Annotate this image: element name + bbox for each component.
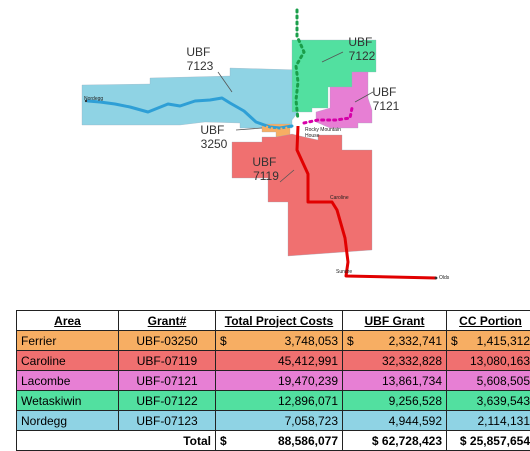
header-total-project-costs: Total Project Costs bbox=[216, 311, 343, 331]
town-caroline: Caroline bbox=[330, 195, 349, 201]
cell-cc-portion: 5,608,505 bbox=[447, 371, 530, 391]
cell-grant-number: UBF-07121 bbox=[119, 371, 216, 391]
label-ubf-7122: UBF 7122 bbox=[348, 35, 375, 63]
table-header-row: Area Grant# Total Project Costs UBF Gran… bbox=[17, 311, 530, 331]
cell-cc-portion: 2,114,131 bbox=[447, 411, 530, 431]
header-grant-number: Grant# bbox=[119, 311, 216, 331]
cell-ubf-grant: 4,944,592 bbox=[343, 411, 447, 431]
header-area: Area bbox=[17, 311, 119, 331]
cell-area: Lacombe bbox=[17, 371, 119, 391]
town-sundre: Sundre bbox=[336, 269, 352, 275]
cell-area: Wetaskiwin bbox=[17, 391, 119, 411]
header-cc-portion: CC Portion bbox=[447, 311, 530, 331]
grant-table: Area Grant# Total Project Costs UBF Gran… bbox=[16, 310, 530, 451]
cell-area: Ferrier bbox=[17, 331, 119, 351]
cell-grant-number: UBF-03250 bbox=[119, 331, 216, 351]
cell-total-project-costs: 45,412,991 bbox=[216, 351, 343, 371]
label-ubf-7121: UBF 7121 bbox=[372, 85, 399, 113]
label-ubf-7123: UBF 7123 bbox=[186, 45, 213, 73]
cell-total-project-costs: $3,748,053 bbox=[216, 331, 343, 351]
town-nordegg: Nordegg bbox=[84, 96, 103, 102]
town-dot-olds bbox=[435, 277, 438, 280]
service-area-map: UBF 7123 UBF 7122 UBF 7121 UBF 3250 UBF … bbox=[0, 0, 530, 300]
cell-ubf-grant: 9,256,528 bbox=[343, 391, 447, 411]
label-ubf-3250: UBF 3250 bbox=[200, 123, 227, 151]
cell-cc-portion: $1,415,312 bbox=[447, 331, 530, 351]
cell-ubf-grant: 13,861,734 bbox=[343, 371, 447, 391]
town-olds: Olds bbox=[439, 275, 450, 281]
cell-area: Caroline bbox=[17, 351, 119, 371]
cell-ubf-grant: 32,332,828 bbox=[343, 351, 447, 371]
cell-cc-portion: 3,639,543 bbox=[447, 391, 530, 411]
cell-grant-number: UBF-07123 bbox=[119, 411, 216, 431]
cell-grant-number: UBF-07122 bbox=[119, 391, 216, 411]
cell-total-project-costs: 7,058,723 bbox=[216, 411, 343, 431]
cell-area: Nordegg bbox=[17, 411, 119, 431]
cell-total-project-costs: 12,896,071 bbox=[216, 391, 343, 411]
label-ubf-7119: UBF 7119 bbox=[252, 155, 279, 183]
region-caroline bbox=[232, 134, 372, 256]
header-ubf-grant: UBF Grant bbox=[343, 311, 447, 331]
region-nordegg bbox=[82, 68, 300, 128]
cell-cc-portion: 13,080,163 bbox=[447, 351, 530, 371]
cell-total-project-costs: 19,470,239 bbox=[216, 371, 343, 391]
cell-grant-number: UBF-07119 bbox=[119, 351, 216, 371]
cell-ubf-grant: $2,332,741 bbox=[343, 331, 447, 351]
